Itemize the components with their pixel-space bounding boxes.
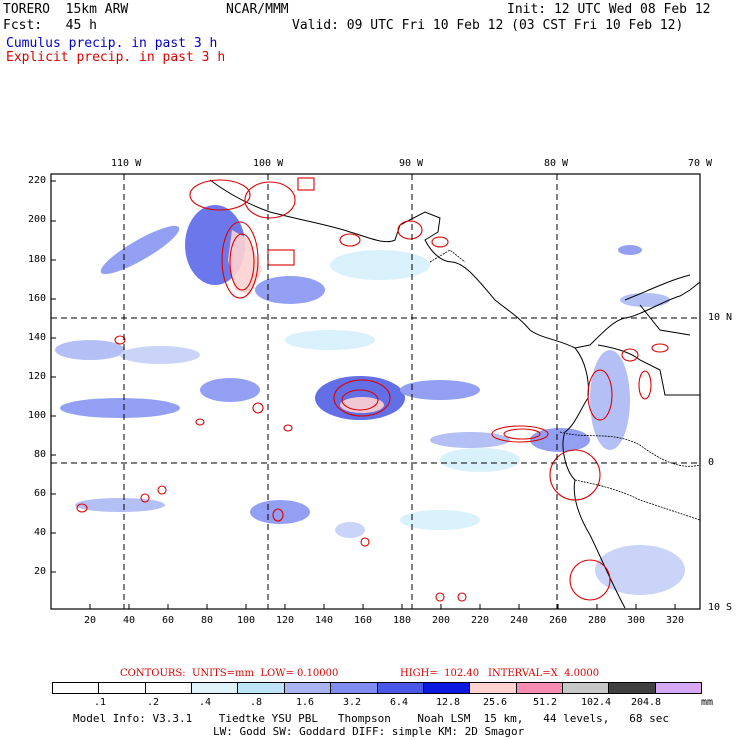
colorbar-label: 3.2	[342, 697, 362, 708]
colorbar-label: 12.8	[435, 697, 461, 708]
cumulus-precip-areas	[55, 205, 685, 595]
graticule	[51, 174, 700, 609]
colorbar-label: 204.8	[630, 697, 662, 708]
grid-y-label: 220	[28, 175, 47, 186]
model-info: Model Info: V3.3.1 Tiedtke YSU PBL Thomp…	[73, 712, 670, 725]
grid-x-label: 220	[471, 615, 490, 626]
grid-y-label: 140	[28, 332, 47, 343]
grid-y-label: 40	[34, 527, 47, 538]
colorbar	[52, 682, 702, 694]
explicit-precip-contours	[76, 177, 669, 602]
grid-x-label: 260	[549, 615, 568, 626]
colorbar-swatch	[377, 683, 424, 693]
grid-x-label: 60	[162, 615, 175, 626]
colorbar-swatch	[562, 683, 610, 693]
lon-label: 70 W	[688, 158, 713, 169]
grid-x-label: 320	[666, 615, 685, 626]
model-physics: LW: Godd SW: Goddard DIFF: simple KM: 2D…	[213, 725, 525, 738]
colorbar-swatch	[145, 683, 193, 693]
colorbar-label: .2	[146, 697, 160, 708]
grid-y-label: 180	[28, 254, 47, 265]
coastlines	[209, 179, 701, 609]
contour-units-info: CONTOURS: UNITS=mm LOW= 0.10000	[120, 668, 339, 679]
grid-y-label: 200	[28, 214, 47, 225]
model-name: TORERO 15km ARW	[3, 2, 129, 17]
contour-high-info: HIGH= 102.40	[400, 668, 480, 679]
organization: NCAR/MMM	[226, 2, 289, 17]
grid-y-label: 120	[28, 371, 47, 382]
colorbar-swatch	[99, 683, 146, 693]
colorbar-swatch	[470, 683, 517, 693]
grid-x-label: 120	[276, 615, 295, 626]
grid-x-label: 300	[627, 615, 646, 626]
grid-x-label: 280	[588, 615, 607, 626]
colorbar-unit: mm	[700, 697, 714, 708]
lon-label: 110 W	[111, 158, 142, 169]
colorbar-label: 6.4	[389, 697, 409, 708]
colorbar-swatch	[53, 683, 100, 693]
grid-y-label: 60	[34, 488, 47, 499]
lon-label: 100 W	[253, 158, 284, 169]
light-precip-areas	[285, 250, 520, 530]
colorbar-label: 25.6	[482, 697, 508, 708]
grid-x-label: 240	[510, 615, 529, 626]
colorbar-swatch	[423, 683, 471, 693]
grid-x-label: 160	[354, 615, 373, 626]
map-frame	[50, 173, 701, 610]
colorbar-label: .8	[249, 697, 263, 708]
grid-y-label: 20	[34, 566, 47, 577]
country-borders	[429, 249, 701, 521]
colorbar-swatch	[284, 683, 332, 693]
colorbar-label: 51.2	[532, 697, 558, 708]
colorbar-swatch	[192, 683, 239, 693]
grid-x-label: 200	[432, 615, 451, 626]
valid-time: Valid: 09 UTC Fri 10 Feb 12 (03 CST Fri …	[292, 18, 684, 33]
field-explicit-precip: Explicit precip. in past 3 h	[6, 50, 226, 65]
grid-x-label: 40	[123, 615, 136, 626]
colorbar-swatch	[238, 683, 285, 693]
axis-ticks	[51, 180, 676, 609]
colorbar-swatch	[331, 683, 378, 693]
grid-y-label: 160	[28, 293, 47, 304]
lat-label: 0	[708, 457, 715, 468]
colorbar-label: .1	[93, 697, 107, 708]
lat-label: 10 S	[708, 602, 733, 613]
grid-x-label: 100	[237, 615, 256, 626]
grid-y-label: 80	[34, 449, 47, 460]
forecast-hour: Fcst: 45 h	[3, 18, 97, 33]
colorbar-label: 1.6	[295, 697, 315, 708]
colorbar-swatch	[655, 683, 702, 693]
lon-label: 90 W	[399, 158, 424, 169]
colorbar-swatch	[516, 683, 563, 693]
contour-interval-info: INTERVAL=X 4.0000	[488, 668, 600, 679]
colorbar-label: .4	[198, 697, 212, 708]
lat-label: 10 N	[708, 312, 733, 323]
grid-x-label: 20	[84, 615, 97, 626]
colorbar-label: 102.4	[580, 697, 612, 708]
grid-y-label: 100	[28, 410, 47, 421]
lon-label: 80 W	[544, 158, 569, 169]
grid-x-label: 140	[315, 615, 334, 626]
field-cumulus-precip: Cumulus precip. in past 3 h	[6, 36, 218, 51]
init-time: Init: 12 UTC Wed 08 Feb 12	[507, 2, 711, 17]
grid-x-label: 180	[393, 615, 412, 626]
grid-x-label: 80	[201, 615, 214, 626]
colorbar-swatch	[609, 683, 656, 693]
